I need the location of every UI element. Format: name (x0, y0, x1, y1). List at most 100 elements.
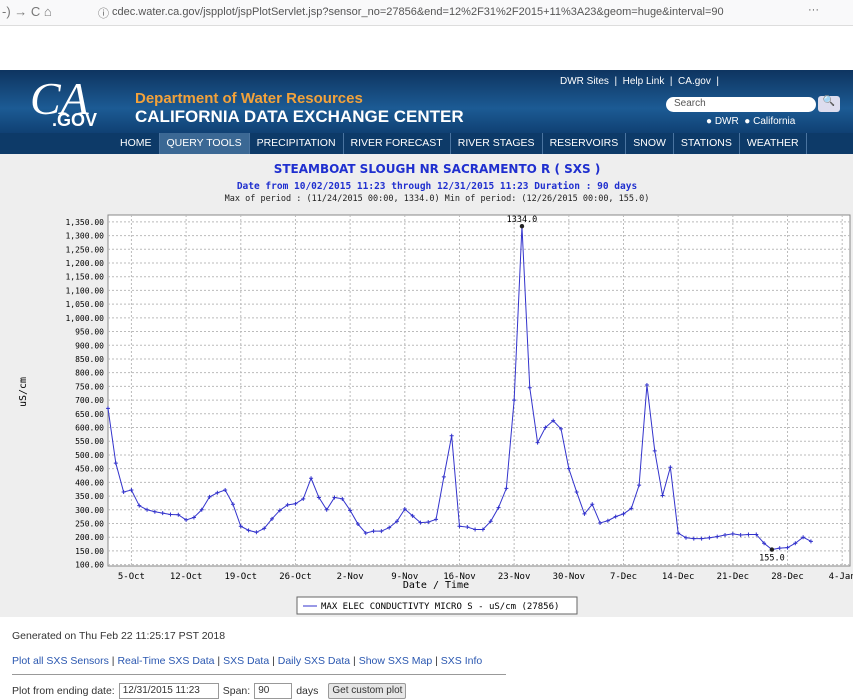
url[interactable]: cdec.water.ca.gov/jspplot/jspPlotServlet… (112, 6, 724, 18)
label: Span: (222, 685, 251, 697)
y-tick-label: 650.00 (75, 410, 104, 419)
span-input[interactable]: 90 (254, 683, 293, 699)
x-tick-label: 14-Dec (662, 572, 695, 582)
point-marker (121, 489, 126, 494)
point-marker (754, 532, 759, 537)
point-marker (426, 520, 431, 525)
chart-note: Max of period : (11/24/2015 00:00, 1334.… (225, 194, 650, 204)
point-marker (777, 546, 782, 551)
point-marker (457, 524, 462, 529)
point-marker (223, 488, 228, 493)
point-marker (699, 536, 704, 541)
point-marker (355, 522, 360, 527)
logo[interactable]: CA (30, 73, 89, 124)
nav-bar: HOME QUERY TOOLS PRECIPITATION RIVER FORECA… (0, 133, 853, 154)
menu[interactable]: ··· (808, 4, 819, 16)
nav-item[interactable]: STATIONS (674, 133, 740, 154)
search-button[interactable]: 🔍 (818, 96, 840, 112)
header: CA .GOV Department of Water Resources CA… (0, 70, 853, 134)
radio[interactable]: DWR (714, 116, 739, 127)
top-link[interactable]: CA.gov (678, 76, 711, 87)
footer-link[interactable]: Plot all SXS Sensors (12, 655, 109, 667)
annotation-point (519, 224, 525, 229)
footer-link[interactable]: Daily SXS Data (277, 655, 351, 667)
point-marker (793, 541, 798, 546)
point-marker (543, 425, 548, 430)
nav-buttons[interactable]: -) → C ⌂ (2, 4, 52, 19)
point-marker (246, 528, 251, 533)
submit-button[interactable]: Get custom plot (328, 683, 407, 699)
point-marker (527, 385, 532, 390)
point-marker (762, 541, 767, 546)
info-icon[interactable]: ⓘ (98, 8, 109, 20)
point-marker (207, 494, 212, 499)
top-link[interactable]: DWR Sites (560, 76, 609, 87)
x-tick-label: 5-Oct (118, 572, 145, 582)
y-tick-label: 100.00 (75, 561, 104, 570)
nav-item[interactable]: RIVER FORECAST (344, 133, 451, 154)
y-tick-label: 1,150.00 (65, 273, 104, 282)
nav-item[interactable]: RIVER STAGES (451, 133, 543, 154)
radio[interactable]: California (753, 116, 796, 127)
y-tick-label: 750.00 (75, 382, 104, 391)
point-marker (582, 511, 587, 516)
point-marker (293, 501, 298, 506)
point-marker (801, 535, 806, 540)
point-marker (621, 511, 626, 516)
point-marker (449, 433, 454, 438)
nav-item[interactable]: SNOW (626, 133, 674, 154)
footer-link[interactable]: Show SXS Map (358, 655, 433, 667)
point-marker (387, 525, 392, 530)
point-marker (566, 466, 571, 471)
annotation-label: 1334.0 (507, 215, 538, 225)
footer-link[interactable]: Real-Time SXS Data (117, 655, 215, 667)
nav-item[interactable]: RESERVOIRS (543, 133, 627, 154)
point-marker (465, 525, 470, 530)
point-marker (379, 529, 384, 534)
search-box[interactable]: Search (666, 97, 816, 112)
x-tick-label: 19-Oct (225, 572, 258, 582)
label: Plot from ending date: (12, 685, 115, 697)
point-marker (394, 519, 399, 524)
y-tick-label: 1,100.00 (65, 286, 104, 295)
nav-item[interactable]: PRECIPITATION (250, 133, 344, 154)
divider (12, 674, 506, 675)
point-marker (348, 508, 353, 513)
y-tick-label: 1,200.00 (65, 259, 104, 268)
logo-sub: .GOV (52, 110, 98, 130)
footer-link[interactable]: SXS Data (223, 655, 270, 667)
point-marker (723, 533, 728, 538)
point-marker (512, 398, 517, 403)
point-marker (113, 461, 118, 466)
nav-item[interactable]: WEATHER (740, 133, 807, 154)
nav-item[interactable]: QUERY TOOLS (159, 133, 250, 154)
y-tick-label: 550.00 (75, 437, 104, 446)
y-tick-label: 600.00 (75, 424, 104, 433)
point-marker (230, 502, 235, 507)
point-marker (504, 486, 509, 491)
search-scope: ● DWR ● California (706, 116, 796, 127)
y-tick-label: 250.00 (75, 519, 104, 528)
footer-link[interactable]: SXS Info (440, 655, 483, 667)
legend-box (296, 596, 578, 615)
point-marker (738, 533, 743, 538)
x-tick-label: 23-Nov (498, 572, 531, 582)
point-marker (668, 465, 673, 470)
point-marker (629, 506, 634, 511)
point-marker (605, 518, 610, 523)
x-tick-label: 30-Nov (553, 572, 586, 582)
point-marker (613, 514, 618, 519)
chart-subtitle: Date from 10/02/2015 11:23 through 12/31… (237, 181, 637, 192)
point-marker (691, 536, 696, 541)
point-marker (168, 512, 173, 517)
browser-bar: -) → C ⌂ ⓘ cdec.water.ca.gov/jspplot/jsp… (0, 0, 853, 26)
point-marker (808, 539, 813, 544)
point-marker (363, 531, 368, 536)
point-marker (418, 520, 423, 525)
date-input[interactable]: 12/31/2015 11:23 (118, 683, 219, 699)
top-link[interactable]: Help Link (622, 76, 665, 87)
nav-item[interactable]: HOME (113, 133, 160, 154)
point-marker (262, 526, 267, 531)
y-tick-label: 450.00 (75, 465, 104, 474)
